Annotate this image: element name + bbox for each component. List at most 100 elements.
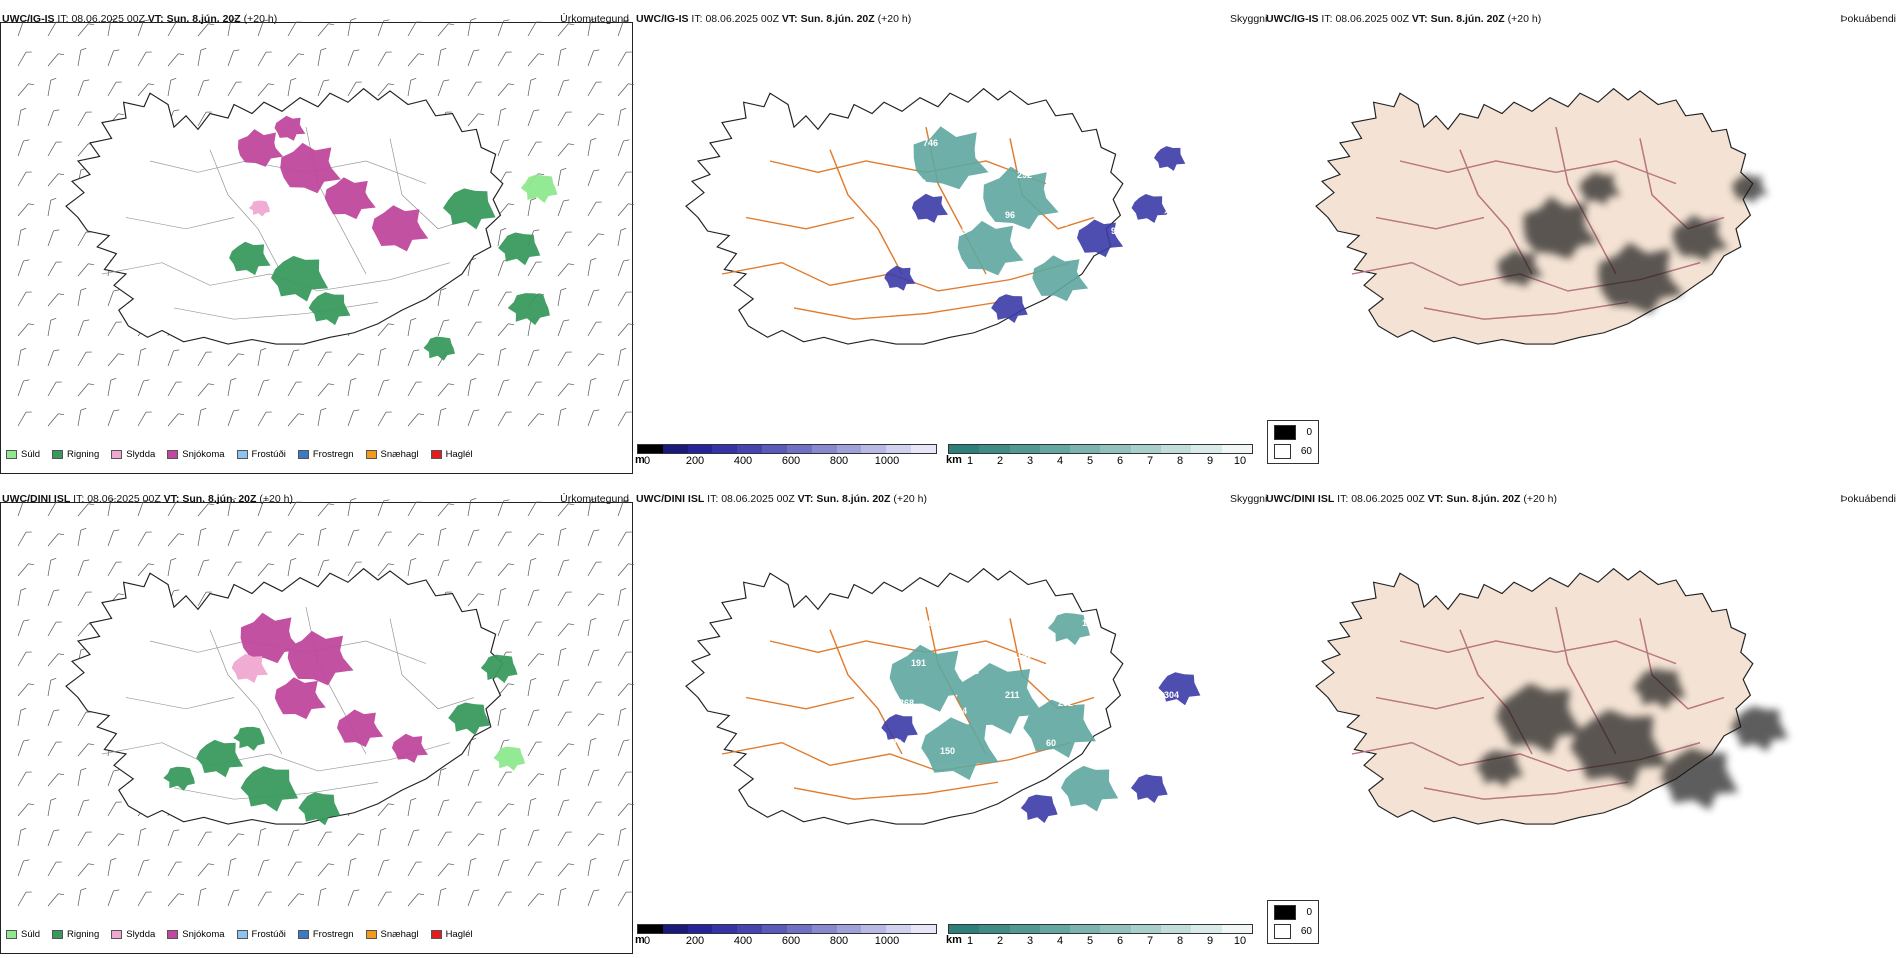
- fog-title: Þokuábendi: [1840, 493, 1896, 505]
- cbar-km-tick: 6: [1116, 935, 1124, 947]
- legend-swatch: [430, 930, 442, 939]
- vis-value-label: 140: [1017, 650, 1032, 660]
- cbar-km-tick: 9: [1206, 455, 1214, 467]
- colorbar-m-unit: m: [635, 934, 645, 946]
- cbar-km-tick: 8: [1176, 455, 1184, 467]
- cbar-km-tick: 1: [966, 935, 974, 947]
- colorbar-m-bar: [637, 924, 937, 934]
- legend-item-1: Rigning: [52, 929, 99, 940]
- colorbar-km: 1 2 3 4 5 6 7 8 9 10 km: [946, 924, 1253, 948]
- legend-label: Rigning: [67, 449, 100, 460]
- vis-value-label: 108: [1176, 170, 1191, 180]
- precip-map: [17, 17, 635, 427]
- precip-legend: Súld Rigning Slydda Snjókoma Frostúði Frostre…: [6, 929, 473, 940]
- cbar-km-tick: 7: [1146, 935, 1154, 947]
- cbar-km-tick: 5: [1086, 455, 1094, 467]
- legend-label: Haglél: [445, 929, 473, 940]
- precip-areas: [229, 115, 558, 361]
- legend-item-1: Rigning: [52, 449, 99, 460]
- vis-value-label: 109: [1070, 178, 1085, 188]
- cbar-m-tick: 800: [829, 935, 849, 947]
- legend-item-7: Haglél: [430, 929, 473, 940]
- fog-legend-swatch: [1274, 924, 1291, 939]
- legend-item-2: Slydda: [111, 449, 155, 460]
- vis-value-label: 244: [976, 146, 991, 156]
- vis-value-label: 60: [1046, 738, 1056, 748]
- cbar-m-tick: 400: [733, 935, 753, 947]
- fog-legend-swatch: [1274, 905, 1297, 920]
- cbar-m-tick: 600: [781, 455, 801, 467]
- legend-item-2: Slydda: [111, 929, 155, 940]
- legend-label: Rigning: [67, 929, 100, 940]
- fog-legend-label: 60: [1300, 446, 1312, 457]
- cbar-km-tick: 2: [996, 935, 1004, 947]
- legend-swatch: [365, 450, 377, 459]
- fog-header: UWC/IG-IS IT: 08.06.2025 00Z VT: Sun. 8.…: [1266, 13, 1542, 25]
- legend-swatch: [297, 930, 309, 939]
- cbar-m-tick: 200: [685, 935, 705, 947]
- vis-header: UWC/DINI ISL IT: 08.06.2025 00Z VT: Sun.…: [636, 493, 927, 505]
- legend-label: Frostúði: [251, 449, 286, 460]
- legend-item-5: Frostregn: [297, 449, 354, 460]
- precip-map-frame: [0, 22, 633, 474]
- fog-legend-label: 0: [1306, 907, 1312, 918]
- legend-label: Slydda: [126, 929, 156, 940]
- vis-value-label: 304: [1164, 690, 1179, 700]
- fog-map: [1315, 567, 1789, 825]
- precip-map: [17, 497, 635, 907]
- legend-swatch: [236, 450, 248, 459]
- legend-item-3: Snjókoma: [167, 929, 225, 940]
- cbar-km-tick: 8: [1176, 935, 1184, 947]
- legend-label: Snæhagl: [380, 929, 419, 940]
- vis-value-label: 219: [899, 218, 914, 228]
- vis-value-label: 126: [887, 738, 902, 748]
- colorbar-m: 0 200 400 600 800 1000 m: [635, 444, 937, 468]
- cbar-km-tick: 3: [1026, 935, 1034, 947]
- vis-value-label: 224: [952, 706, 967, 716]
- legend-label: Snjókoma: [182, 929, 225, 940]
- vis-value-label: 378: [911, 178, 926, 188]
- vis-value-label: 746: [923, 138, 938, 148]
- island-outline: [685, 567, 1124, 825]
- legend-item-4: Frostúði: [236, 449, 286, 460]
- legend-swatch: [236, 930, 248, 939]
- vis-value-label: 176: [1188, 610, 1203, 620]
- vis-value-label: 69: [1188, 130, 1198, 140]
- legend-item-0: Súld: [6, 449, 40, 460]
- fog-panel: UWC/DINI ISL IT: 08.06.2025 00Z VT: Sun.…: [1260, 488, 1900, 958]
- vis-value-label: 95: [1111, 226, 1121, 236]
- legend-item-7: Haglél: [430, 449, 473, 460]
- legend-swatch: [6, 930, 17, 939]
- cbar-km-tick: 9: [1206, 935, 1214, 947]
- legend-label: Súld: [21, 449, 41, 460]
- legend-item-6: Snæhagl: [365, 929, 419, 940]
- vis-value-label: 131: [1029, 130, 1044, 140]
- cbar-m-tick: 0: [643, 935, 651, 947]
- legend-swatch: [6, 450, 17, 459]
- cbar-km-tick: 10: [1233, 935, 1247, 947]
- precip-header: UWC/IG-IS IT: 08.06.2025 00Z VT: Sun. 8.…: [2, 13, 278, 25]
- cbar-km-tick: 4: [1056, 455, 1064, 467]
- vis-value-label: 56: [1152, 730, 1162, 740]
- colorbar-km-unit: km: [946, 934, 962, 946]
- vis-value-label: 237: [1029, 610, 1044, 620]
- legend-label: Snjókoma: [182, 449, 225, 460]
- legend-label: Frostregn: [312, 449, 354, 460]
- fog-title: Þokuábendi: [1840, 13, 1896, 25]
- cbar-km-tick: 6: [1116, 455, 1124, 467]
- cbar-km-tick: 1: [966, 455, 974, 467]
- colorbar-m-bar: [637, 444, 937, 454]
- visibility-areas: [881, 612, 1201, 823]
- legend-swatch: [52, 450, 64, 459]
- vis-value-label: 97: [993, 730, 1003, 740]
- cbar-km-tick: 5: [1086, 935, 1094, 947]
- cbar-m-tick: 0: [643, 455, 651, 467]
- vis-value-label: 125: [964, 186, 979, 196]
- vis-value-label: 119: [870, 610, 885, 620]
- precip-title: Úrkomutegund: [560, 493, 629, 505]
- vis-value-label: 94: [1058, 218, 1068, 228]
- cbar-m-tick: 1000: [874, 455, 900, 467]
- legend-swatch: [111, 450, 123, 459]
- island-outline: [65, 87, 504, 345]
- cbar-m-tick: 1000: [874, 935, 900, 947]
